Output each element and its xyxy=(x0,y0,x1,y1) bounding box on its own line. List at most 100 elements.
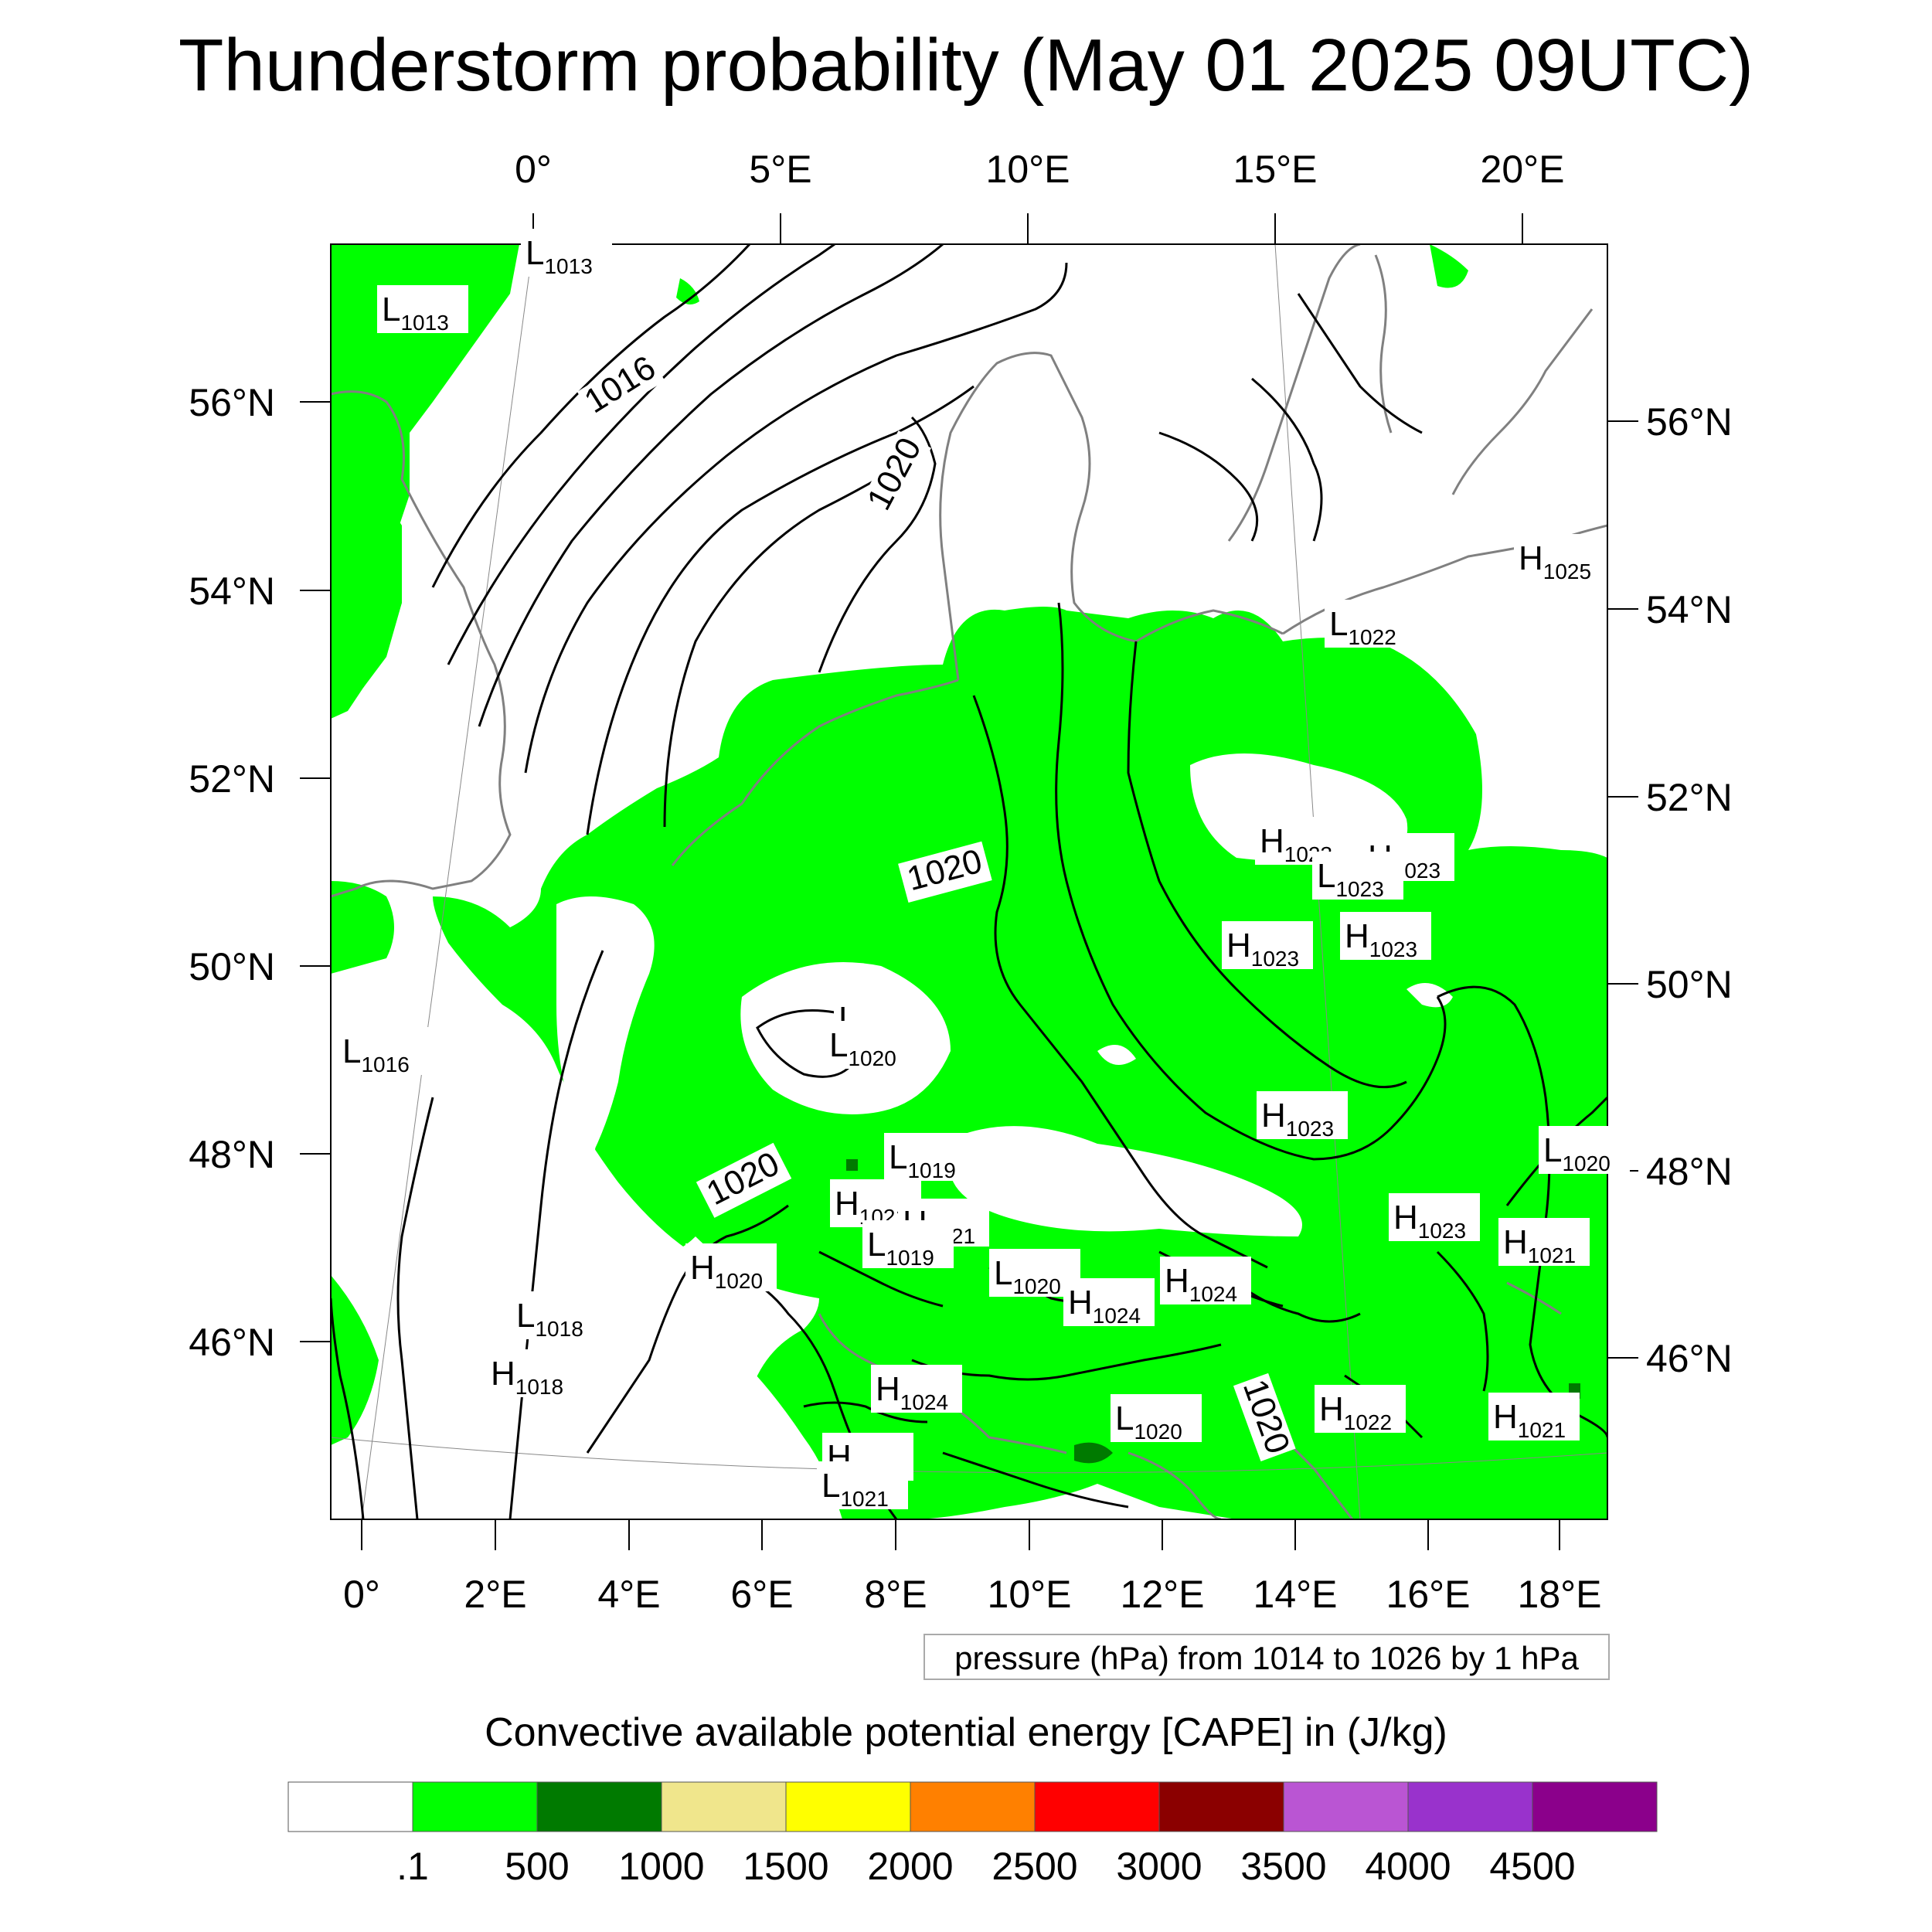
pressure-center-type: H xyxy=(1226,927,1251,964)
pressure-center-type: L xyxy=(829,1026,848,1064)
pressure-centers: L1013L1013L1016L1018H1018L1020L1020L1019… xyxy=(338,229,1630,1511)
colorbar-label: 500 xyxy=(505,1845,569,1888)
pressure-center-label: L1016 xyxy=(342,1032,410,1077)
pressure-center-type: H xyxy=(1345,917,1369,955)
lat-label: 54°N xyxy=(1646,588,1733,631)
pressure-center-value: 1022 xyxy=(1344,1410,1392,1434)
lat-label: 46°N xyxy=(189,1321,275,1364)
pressure-center: L1023 xyxy=(1312,852,1403,901)
pressure-center-type: L xyxy=(994,1254,1012,1292)
pressure-center-value: 1024 xyxy=(900,1390,948,1414)
pressure-center: L1013 xyxy=(521,229,612,278)
pressure-center-type: H xyxy=(1393,1199,1418,1236)
pressure-center-value: 1021 xyxy=(1528,1243,1576,1267)
pressure-center: H1021 xyxy=(1488,1393,1580,1442)
pressure-center-label: L1013 xyxy=(382,291,449,335)
pressure-center: L1020 xyxy=(989,1249,1080,1298)
pressure-center-label: H1025 xyxy=(1519,539,1591,583)
pressure-center-value: 1025 xyxy=(1543,560,1591,583)
lon-label: 4°E xyxy=(597,1573,660,1616)
lon-label: 18°E xyxy=(1518,1573,1602,1616)
pressure-center: L1019 xyxy=(884,1133,975,1182)
colorbar-label: 1000 xyxy=(618,1845,704,1888)
left-lat-labels: 56°N 54°N 52°N 50°N 48°N 46°N xyxy=(189,381,275,1364)
pressure-center-value: 1019 xyxy=(886,1246,934,1270)
lon-label: 16°E xyxy=(1386,1573,1471,1616)
pressure-center-label: H1024 xyxy=(1068,1284,1141,1328)
pressure-center-label: H1023 xyxy=(1345,917,1417,961)
lon-label: 14°E xyxy=(1253,1573,1338,1616)
pressure-center: H1024 xyxy=(1160,1257,1251,1306)
lon-label: 2°E xyxy=(464,1573,526,1616)
colorbar-label: 4000 xyxy=(1365,1845,1451,1888)
colorbar-swatch xyxy=(1158,1781,1284,1832)
lon-label: 0° xyxy=(515,148,552,191)
lat-label: 50°N xyxy=(189,945,275,988)
pressure-center: H1025 xyxy=(1514,534,1605,583)
pressure-center: L1020 xyxy=(825,1021,916,1070)
pressure-center: H1021 xyxy=(1498,1218,1590,1267)
lat-label: 48°N xyxy=(189,1133,275,1176)
pressure-center: L1020 xyxy=(1111,1394,1202,1444)
pressure-center-type: H xyxy=(1493,1398,1518,1436)
lat-label: 50°N xyxy=(1646,963,1733,1006)
pressure-center-type: H xyxy=(491,1355,515,1393)
pressure-center-label: H1024 xyxy=(876,1370,948,1414)
pressure-center-value: 1023 xyxy=(1369,937,1417,961)
colorbar-swatch xyxy=(536,1781,662,1832)
pressure-center-value: 1013 xyxy=(544,254,592,278)
pressure-center-value: 1016 xyxy=(361,1053,409,1077)
pressure-center: H1020 xyxy=(685,1243,777,1293)
lat-label: 52°N xyxy=(189,757,275,801)
pressure-center-value: 1021 xyxy=(1518,1418,1566,1442)
pressure-center-type: H xyxy=(1260,822,1284,860)
pressure-center-label: L1018 xyxy=(516,1297,583,1341)
pressure-center-type: H xyxy=(1503,1223,1528,1261)
pressure-center-type: H xyxy=(1165,1262,1189,1300)
lon-label: 10°E xyxy=(988,1573,1072,1616)
pressure-center: H1022 xyxy=(1315,1385,1406,1434)
lat-label: 56°N xyxy=(1646,400,1733,444)
pressure-center-value: 1020 xyxy=(1012,1274,1060,1298)
right-lat-labels: 56°N 54°N 52°N 50°N 48°N 46°N xyxy=(1646,400,1733,1380)
colorbar-swatch xyxy=(785,1781,911,1832)
pressure-center: L1019 xyxy=(862,1220,954,1270)
pressure-center-value: 1013 xyxy=(400,311,448,335)
pressure-center-label: L1020 xyxy=(994,1254,1061,1298)
cape-area-north-sea-blob xyxy=(676,278,699,304)
pressure-center-label: L1020 xyxy=(1543,1131,1611,1175)
pressure-center-value: 1018 xyxy=(535,1317,583,1341)
colorbar-label: 2000 xyxy=(867,1845,953,1888)
lat-label: 54°N xyxy=(189,570,275,613)
pressure-center-label: H1021 xyxy=(1503,1223,1576,1267)
pressure-center-type: L xyxy=(1115,1400,1134,1437)
pressure-center-type: L xyxy=(821,1467,840,1505)
pressure-center-label: H1023 xyxy=(1393,1199,1466,1243)
pressure-center-type: H xyxy=(835,1185,859,1223)
pressure-center-value: 1019 xyxy=(907,1158,955,1182)
cape-area-france-west xyxy=(331,881,394,974)
pressure-center-type: L xyxy=(867,1226,886,1264)
pressure-center-label: H1021 xyxy=(1493,1398,1566,1442)
lon-label: 6°E xyxy=(730,1573,793,1616)
colorbar-swatch xyxy=(412,1781,538,1832)
colorbar-swatch xyxy=(1407,1781,1533,1832)
colorbar: .1 500 1000 1500 2000 2500 3000 3500 4000 4500 xyxy=(287,1781,1658,1888)
pressure-center-value: 1020 xyxy=(715,1269,763,1293)
pressure-center-value: 1024 xyxy=(1093,1304,1141,1328)
pressure-center-label: L1020 xyxy=(829,1026,896,1070)
pressure-center-type: H xyxy=(1261,1097,1286,1134)
lon-label: 15°E xyxy=(1233,148,1318,191)
pressure-center: L1021 xyxy=(817,1461,908,1511)
colorbar-label: 2500 xyxy=(992,1845,1077,1888)
colorbar-swatch xyxy=(1283,1781,1409,1832)
pressure-center-label: L1020 xyxy=(1115,1400,1182,1444)
lat-label: 56°N xyxy=(189,381,275,424)
pressure-center-value: 1023 xyxy=(1335,877,1383,901)
lon-label: 0° xyxy=(343,1573,380,1616)
pressure-center-value: 1023 xyxy=(1418,1219,1466,1243)
lon-label: 20°E xyxy=(1481,148,1565,191)
pressure-center-label: H1024 xyxy=(1165,1262,1237,1306)
